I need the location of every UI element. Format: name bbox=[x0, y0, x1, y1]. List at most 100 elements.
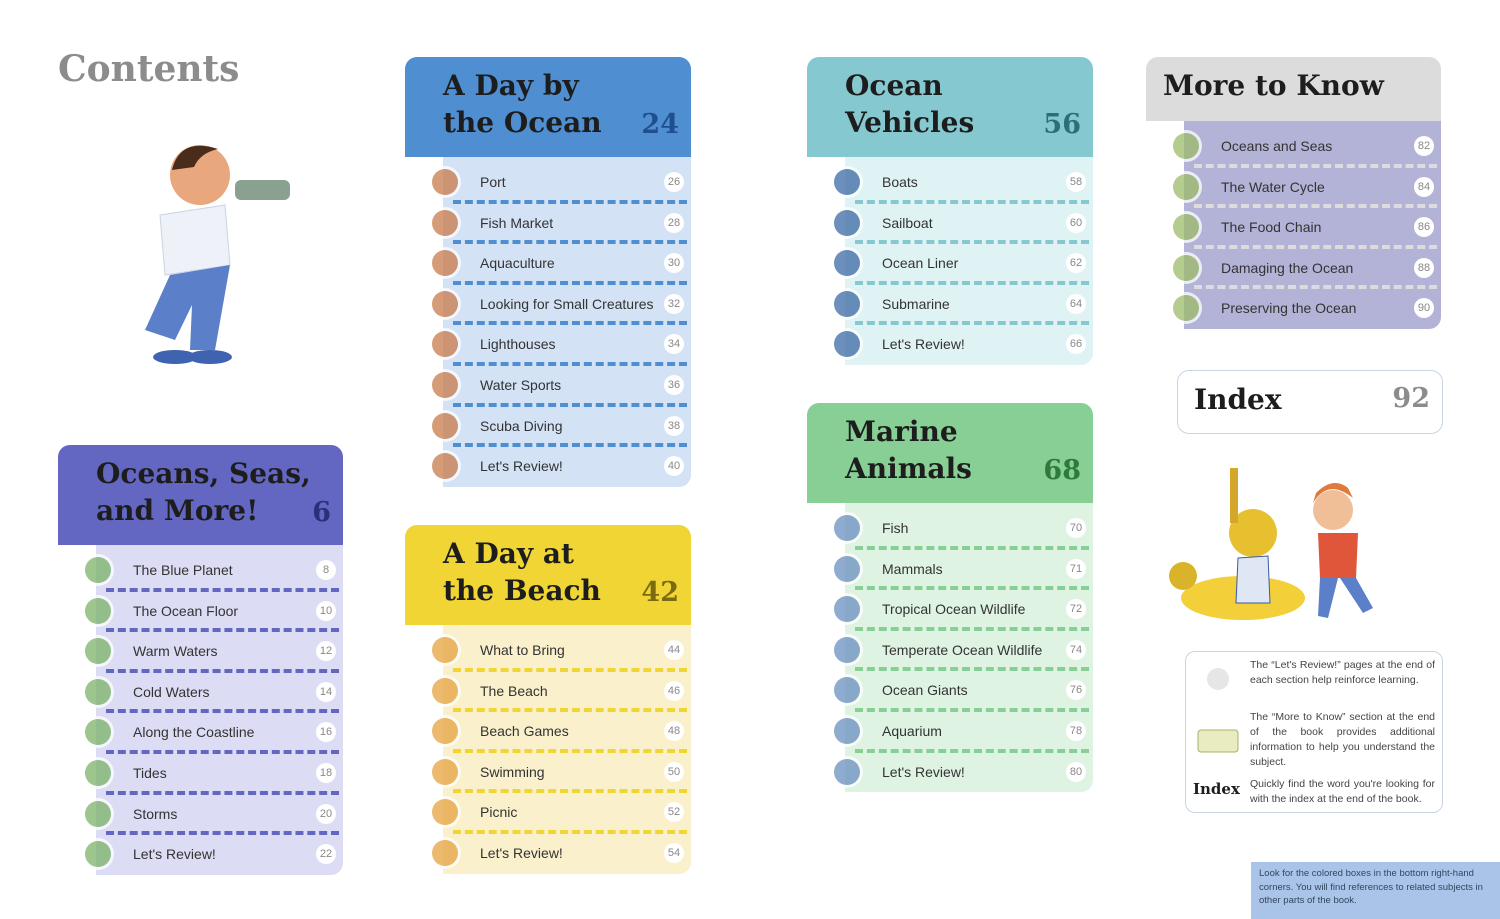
row-label: The Blue Planet bbox=[133, 562, 233, 578]
row-icon bbox=[85, 597, 111, 624]
toc-row: Temperate Ocean Wildlife 74 bbox=[834, 630, 1093, 672]
row-icon bbox=[85, 638, 111, 665]
toc-row: Beach Games 48 bbox=[432, 711, 691, 753]
row-separator bbox=[453, 402, 687, 407]
section-page: 42 bbox=[641, 577, 679, 608]
row-page: 72 bbox=[1066, 599, 1086, 620]
row-separator bbox=[855, 626, 1089, 631]
row-icon bbox=[432, 290, 458, 317]
row-page: 12 bbox=[316, 641, 336, 662]
row-icon bbox=[834, 718, 860, 744]
row-icon bbox=[432, 453, 458, 480]
toc-row: Aquaculture 30 bbox=[432, 243, 691, 285]
toc-row: The Beach 46 bbox=[432, 671, 691, 713]
toc-row: Looking for Small Creatures 32 bbox=[432, 284, 691, 326]
row-page: 14 bbox=[316, 681, 336, 702]
row-icon bbox=[85, 760, 111, 786]
row-page: 38 bbox=[664, 415, 684, 436]
legend-icon-card bbox=[1197, 729, 1239, 753]
row-separator bbox=[453, 240, 687, 245]
section-body: Port 26 Fish Market 28 Aquaculture 30 Looking … bbox=[432, 157, 691, 487]
row-page: 40 bbox=[664, 456, 684, 477]
row-page: 90 bbox=[1414, 298, 1434, 319]
row-label: Sailboat bbox=[882, 214, 933, 231]
section-title: Animals bbox=[845, 452, 972, 485]
row-icon bbox=[834, 677, 860, 704]
toc-row: Lighthouses 34 bbox=[432, 324, 691, 366]
row-separator bbox=[855, 586, 1089, 591]
row-label: Picnic bbox=[480, 804, 518, 821]
row-separator bbox=[453, 708, 687, 713]
row-label: Let's Review! bbox=[882, 336, 965, 353]
row-label: The Water Cycle bbox=[1221, 178, 1325, 195]
row-page: 44 bbox=[664, 640, 684, 660]
row-page: 58 bbox=[1066, 172, 1086, 192]
row-page: 34 bbox=[664, 334, 684, 355]
row-page: 64 bbox=[1066, 293, 1086, 314]
row-label: Oceans and Seas bbox=[1221, 138, 1333, 154]
section-title: Ocean bbox=[845, 69, 943, 102]
row-separator bbox=[1194, 285, 1437, 290]
toc-row: Let's Review! 66 bbox=[834, 324, 1093, 364]
row-label: Damaging the Ocean bbox=[1221, 259, 1354, 276]
row-separator bbox=[1194, 163, 1437, 168]
row-icon bbox=[1173, 173, 1199, 200]
toc-row: Oceans and Seas 82 bbox=[1173, 126, 1441, 168]
legend-text: The “Let's Review!” pages at the end of … bbox=[1250, 659, 1435, 686]
toc-row: Let's Review! 80 bbox=[834, 752, 1093, 792]
section-header: Marine Animals 68 bbox=[807, 403, 1093, 503]
row-label: Lighthouses bbox=[480, 336, 556, 353]
row-page: 52 bbox=[664, 802, 684, 823]
row-page: 28 bbox=[664, 212, 684, 233]
page-title: Contents bbox=[58, 48, 240, 90]
section-header: More to Know bbox=[1146, 57, 1441, 121]
row-icon bbox=[834, 636, 860, 663]
toc-row: Ocean Giants 76 bbox=[834, 670, 1093, 712]
section-page: 6 bbox=[312, 497, 331, 528]
row-icon bbox=[432, 758, 458, 785]
row-icon bbox=[834, 515, 860, 541]
row-label: Aquaculture bbox=[480, 255, 555, 272]
row-separator bbox=[855, 240, 1089, 245]
toc-row: What to Bring 44 bbox=[432, 630, 691, 672]
toc-row: Tropical Ocean Wildlife 72 bbox=[834, 589, 1093, 631]
row-page: 54 bbox=[664, 843, 684, 863]
row-separator bbox=[106, 709, 339, 714]
row-label: The Beach bbox=[480, 682, 548, 699]
row-page: 32 bbox=[664, 293, 684, 314]
row-label: Submarine bbox=[882, 295, 950, 312]
row-page: 66 bbox=[1066, 334, 1086, 355]
legend-box: The “Let's Review!” pages at the end of … bbox=[1185, 651, 1443, 813]
section-header: Oceans, Seas, and More! 6 bbox=[58, 445, 343, 545]
illustration-boy bbox=[145, 145, 290, 364]
toc-row: Aquarium 78 bbox=[834, 711, 1093, 753]
row-label: Preserving the Ocean bbox=[1221, 300, 1357, 317]
row-page: 62 bbox=[1066, 253, 1086, 274]
row-page: 80 bbox=[1066, 761, 1086, 782]
toc-row: Warm Waters 12 bbox=[85, 631, 343, 673]
toc-row: Preserving the Ocean 90 bbox=[1173, 288, 1441, 328]
toc-row: Swimming 50 bbox=[432, 752, 691, 794]
toc-row: Sailboat 60 bbox=[834, 203, 1093, 245]
row-page: 30 bbox=[664, 253, 684, 274]
index-page: 92 bbox=[1392, 383, 1430, 414]
row-page: 10 bbox=[316, 600, 336, 621]
row-icon bbox=[834, 209, 860, 236]
row-label: Water Sports bbox=[480, 377, 562, 393]
row-page: 60 bbox=[1066, 212, 1086, 233]
row-label: Ocean Liner bbox=[882, 255, 959, 272]
row-separator bbox=[453, 748, 687, 753]
row-label: Temperate Ocean Wildlife bbox=[882, 641, 1043, 658]
legend-icon-question bbox=[1207, 668, 1229, 690]
section-header: Ocean Vehicles 56 bbox=[807, 57, 1093, 157]
row-icon bbox=[432, 331, 458, 358]
row-icon bbox=[432, 840, 458, 866]
row-icon bbox=[432, 372, 458, 398]
toc-row: Picnic 52 bbox=[432, 792, 691, 834]
toc-row: Mammals 71 bbox=[834, 549, 1093, 591]
row-label: Scuba Diving bbox=[480, 417, 563, 434]
toc-row: Cold Waters 14 bbox=[85, 672, 343, 714]
row-separator bbox=[453, 667, 687, 672]
row-separator bbox=[1194, 204, 1437, 209]
